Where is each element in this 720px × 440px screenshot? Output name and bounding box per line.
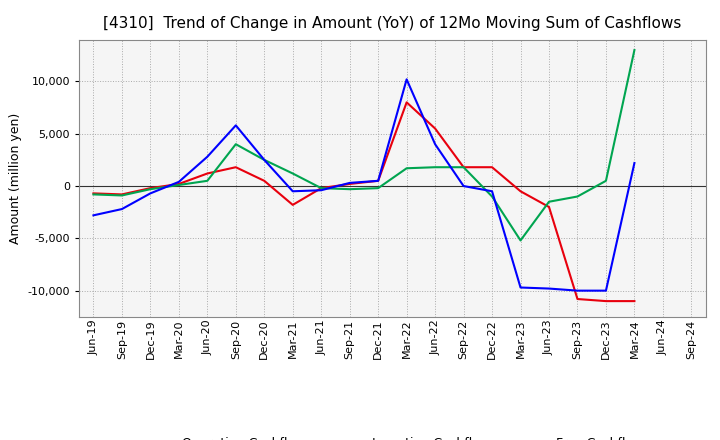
Investing Cashflow bbox=[545, 199, 554, 204]
Operating Cashflow bbox=[203, 171, 212, 176]
Investing Cashflow bbox=[374, 186, 382, 191]
Free Cashflow bbox=[402, 77, 411, 82]
Free Cashflow bbox=[459, 183, 468, 189]
Investing Cashflow bbox=[346, 187, 354, 192]
Free Cashflow bbox=[260, 157, 269, 162]
Operating Cashflow bbox=[346, 181, 354, 187]
Free Cashflow bbox=[573, 288, 582, 293]
Y-axis label: Amount (million yen): Amount (million yen) bbox=[9, 113, 22, 244]
Operating Cashflow bbox=[487, 165, 496, 170]
Operating Cashflow bbox=[174, 181, 183, 187]
Operating Cashflow bbox=[317, 186, 325, 191]
Operating Cashflow bbox=[516, 189, 525, 194]
Investing Cashflow bbox=[516, 238, 525, 243]
Free Cashflow bbox=[232, 123, 240, 128]
Investing Cashflow bbox=[573, 194, 582, 199]
Legend: Operating Cashflow, Investing Cashflow, Free Cashflow: Operating Cashflow, Investing Cashflow, … bbox=[136, 432, 649, 440]
Free Cashflow bbox=[431, 142, 439, 147]
Investing Cashflow bbox=[630, 48, 639, 53]
Free Cashflow bbox=[487, 189, 496, 194]
Investing Cashflow bbox=[317, 186, 325, 191]
Line: Investing Cashflow: Investing Cashflow bbox=[94, 50, 634, 240]
Free Cashflow bbox=[346, 180, 354, 186]
Operating Cashflow bbox=[232, 165, 240, 170]
Investing Cashflow bbox=[232, 142, 240, 147]
Operating Cashflow bbox=[89, 191, 98, 196]
Free Cashflow bbox=[602, 288, 611, 293]
Operating Cashflow bbox=[431, 126, 439, 131]
Operating Cashflow bbox=[402, 100, 411, 105]
Investing Cashflow bbox=[117, 193, 126, 198]
Free Cashflow bbox=[146, 191, 155, 196]
Investing Cashflow bbox=[260, 157, 269, 162]
Operating Cashflow bbox=[459, 165, 468, 170]
Investing Cashflow bbox=[487, 194, 496, 199]
Free Cashflow bbox=[174, 179, 183, 184]
Investing Cashflow bbox=[203, 178, 212, 183]
Line: Operating Cashflow: Operating Cashflow bbox=[94, 103, 634, 301]
Operating Cashflow bbox=[602, 298, 611, 304]
Investing Cashflow bbox=[174, 182, 183, 187]
Operating Cashflow bbox=[117, 192, 126, 197]
Investing Cashflow bbox=[146, 187, 155, 192]
Operating Cashflow bbox=[146, 186, 155, 191]
Free Cashflow bbox=[89, 213, 98, 218]
Investing Cashflow bbox=[89, 192, 98, 197]
Free Cashflow bbox=[317, 187, 325, 193]
Free Cashflow bbox=[289, 189, 297, 194]
Free Cashflow bbox=[630, 161, 639, 166]
Operating Cashflow bbox=[630, 298, 639, 304]
Operating Cashflow bbox=[545, 204, 554, 209]
Free Cashflow bbox=[545, 286, 554, 291]
Free Cashflow bbox=[374, 178, 382, 183]
Operating Cashflow bbox=[260, 178, 269, 183]
Title: [4310]  Trend of Change in Amount (YoY) of 12Mo Moving Sum of Cashflows: [4310] Trend of Change in Amount (YoY) o… bbox=[103, 16, 682, 32]
Free Cashflow bbox=[203, 154, 212, 159]
Free Cashflow bbox=[117, 206, 126, 212]
Free Cashflow bbox=[516, 285, 525, 290]
Investing Cashflow bbox=[459, 165, 468, 170]
Investing Cashflow bbox=[602, 178, 611, 183]
Line: Free Cashflow: Free Cashflow bbox=[94, 79, 634, 291]
Operating Cashflow bbox=[573, 297, 582, 302]
Operating Cashflow bbox=[289, 202, 297, 208]
Investing Cashflow bbox=[431, 165, 439, 170]
Investing Cashflow bbox=[402, 165, 411, 171]
Operating Cashflow bbox=[374, 178, 382, 183]
Investing Cashflow bbox=[289, 171, 297, 176]
